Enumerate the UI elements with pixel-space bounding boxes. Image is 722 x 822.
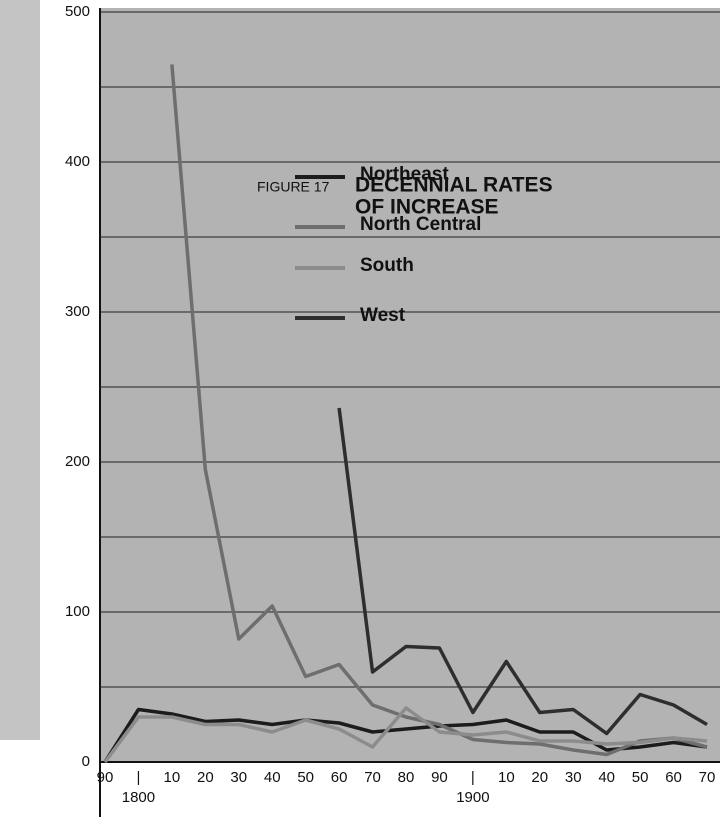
legend-label: South [360,255,414,276]
legend-label: West [360,305,406,326]
chart-title: OF INCREASE [355,196,499,219]
series-line [337,407,708,736]
x-tick-label: 50 [632,769,649,786]
century-label: 1900 [456,789,489,806]
chart-title: DECENNIAL RATES [355,174,553,197]
x-tick-label: 10 [498,769,515,786]
legend-label: Northeast [360,164,449,185]
series-line [103,707,708,763]
series-line [170,64,708,757]
y-tick-label: 200 [65,453,90,470]
series-line [103,706,708,764]
x-tick-label: 70 [364,769,381,786]
x-tick-label: 30 [230,769,247,786]
x-tick-label: 60 [331,769,348,786]
figure-label: FIGURE 17 [257,179,330,195]
x-tick-label: 30 [565,769,582,786]
x-tick-label: 10 [164,769,181,786]
x-tick-label: 70 [699,769,716,786]
x-tick-label: 20 [197,769,214,786]
x-tick-label: 50 [297,769,314,786]
y-tick-label: 500 [65,3,90,20]
x-tick-label: 90 [431,769,448,786]
plot-background [100,8,720,762]
side-strip [0,0,40,740]
x-tick-label: 20 [531,769,548,786]
y-tick-label: 100 [65,603,90,620]
x-tick-label: | [136,769,140,786]
y-tick-label: 400 [65,153,90,170]
y-tick-label: 300 [65,303,90,320]
x-tick-label: 90 [97,769,114,786]
legend-label: North Central [360,214,481,235]
y-tick-label: 0 [82,753,90,770]
century-label: 1800 [122,789,155,806]
x-tick-label: 40 [598,769,615,786]
x-tick-label: 80 [398,769,415,786]
x-tick-label: 60 [665,769,682,786]
x-tick-label: | [471,769,475,786]
x-tick-label: 40 [264,769,281,786]
